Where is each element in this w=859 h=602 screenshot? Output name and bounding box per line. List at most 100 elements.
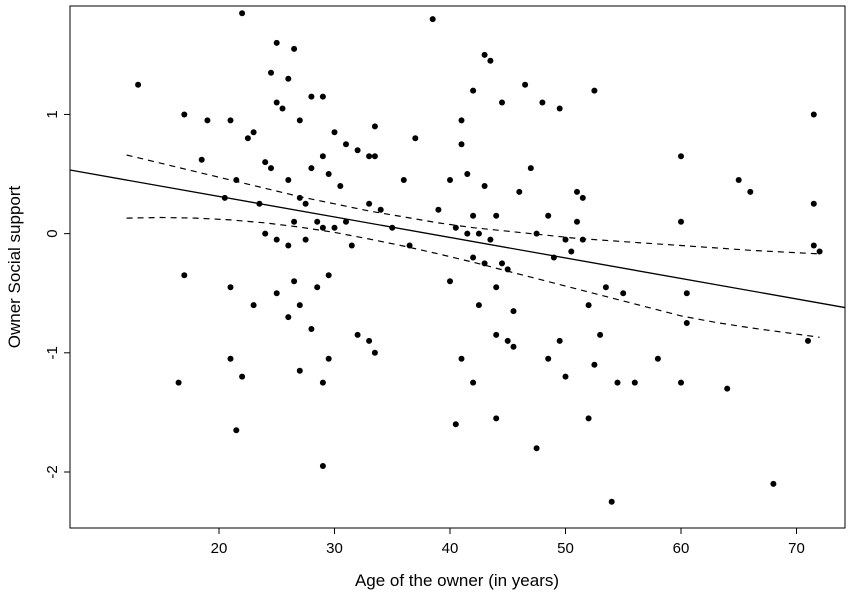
data-point [279, 105, 286, 112]
data-point [574, 188, 580, 195]
data-point [447, 278, 453, 285]
data-point [319, 93, 326, 100]
data-point [597, 331, 604, 338]
data-point [499, 99, 505, 106]
y-axis-tick-label: 1 [44, 110, 61, 118]
data-point [499, 260, 505, 267]
data-point [343, 218, 349, 225]
data-point [331, 224, 338, 231]
data-point [470, 87, 477, 94]
x-axis-tick-label: 20 [211, 540, 228, 557]
data-point [579, 236, 586, 243]
data-point [678, 379, 684, 386]
data-point [504, 337, 511, 344]
y-axis-title: Owner Social support [5, 185, 24, 348]
data-points [135, 10, 823, 505]
data-point [614, 379, 621, 386]
y-axis-tick-label: -2 [44, 465, 61, 478]
plot-layer: 20 30 40 50 60 70 -2 -1 0 1 [44, 5, 846, 557]
data-point [262, 230, 269, 237]
data-point [250, 129, 257, 136]
data-point [654, 355, 661, 362]
data-point [470, 212, 477, 219]
data-point [308, 93, 315, 100]
data-point [591, 361, 598, 368]
data-point [291, 278, 298, 285]
data-point [389, 224, 396, 231]
data-point [273, 99, 280, 106]
data-point [135, 81, 142, 88]
data-point [568, 248, 575, 255]
data-point [412, 135, 419, 142]
data-point [556, 337, 563, 344]
data-point [302, 200, 309, 207]
data-point [314, 218, 321, 225]
data-point [493, 284, 500, 291]
data-point [585, 415, 592, 422]
data-point [620, 290, 627, 297]
data-point [354, 331, 361, 338]
data-point [429, 16, 436, 23]
data-point [527, 165, 534, 172]
data-point [493, 415, 500, 422]
data-point [348, 242, 355, 249]
data-point [810, 242, 817, 249]
data-point [481, 183, 488, 189]
data-point [181, 111, 188, 118]
x-axis-tick-label: 50 [557, 540, 574, 557]
data-point [487, 236, 494, 243]
data-point [481, 51, 488, 58]
data-point [366, 153, 373, 160]
data-point [291, 218, 298, 225]
data-point [545, 212, 552, 219]
x-axis-tick-label: 70 [788, 540, 805, 557]
data-point [481, 260, 488, 267]
data-point [314, 284, 321, 291]
data-point [325, 355, 332, 362]
data-point [452, 421, 459, 428]
data-point [256, 200, 263, 207]
data-point [285, 177, 292, 183]
data-point [296, 194, 303, 201]
data-point [724, 385, 731, 392]
data-point [452, 224, 459, 231]
data-point [556, 105, 563, 112]
data-point [533, 230, 540, 237]
data-point [487, 57, 494, 64]
data-point [464, 230, 471, 237]
data-point [371, 123, 378, 130]
data-point [285, 314, 292, 321]
data-point [539, 99, 546, 106]
data-point [337, 183, 344, 189]
data-point [343, 141, 349, 148]
data-point [296, 367, 303, 374]
data-point [204, 117, 211, 124]
data-point [522, 81, 529, 88]
data-point [198, 156, 205, 163]
data-point [227, 117, 234, 124]
data-point [747, 188, 754, 195]
data-point [325, 171, 332, 177]
data-point [574, 218, 580, 225]
data-point [296, 302, 303, 309]
data-point [545, 355, 552, 362]
data-point [447, 177, 453, 183]
data-point [579, 194, 586, 201]
data-point [308, 165, 315, 172]
data-point [735, 177, 742, 183]
data-point [296, 117, 303, 124]
data-point [810, 200, 817, 207]
data-point [285, 75, 292, 82]
data-point [366, 337, 373, 344]
data-point [273, 236, 280, 243]
data-point [400, 177, 407, 183]
data-point [608, 498, 615, 505]
data-point [493, 212, 500, 219]
data-point [683, 320, 690, 326]
data-point [562, 236, 569, 243]
data-point [273, 39, 280, 46]
data-point [475, 230, 482, 237]
data-point [805, 337, 811, 344]
